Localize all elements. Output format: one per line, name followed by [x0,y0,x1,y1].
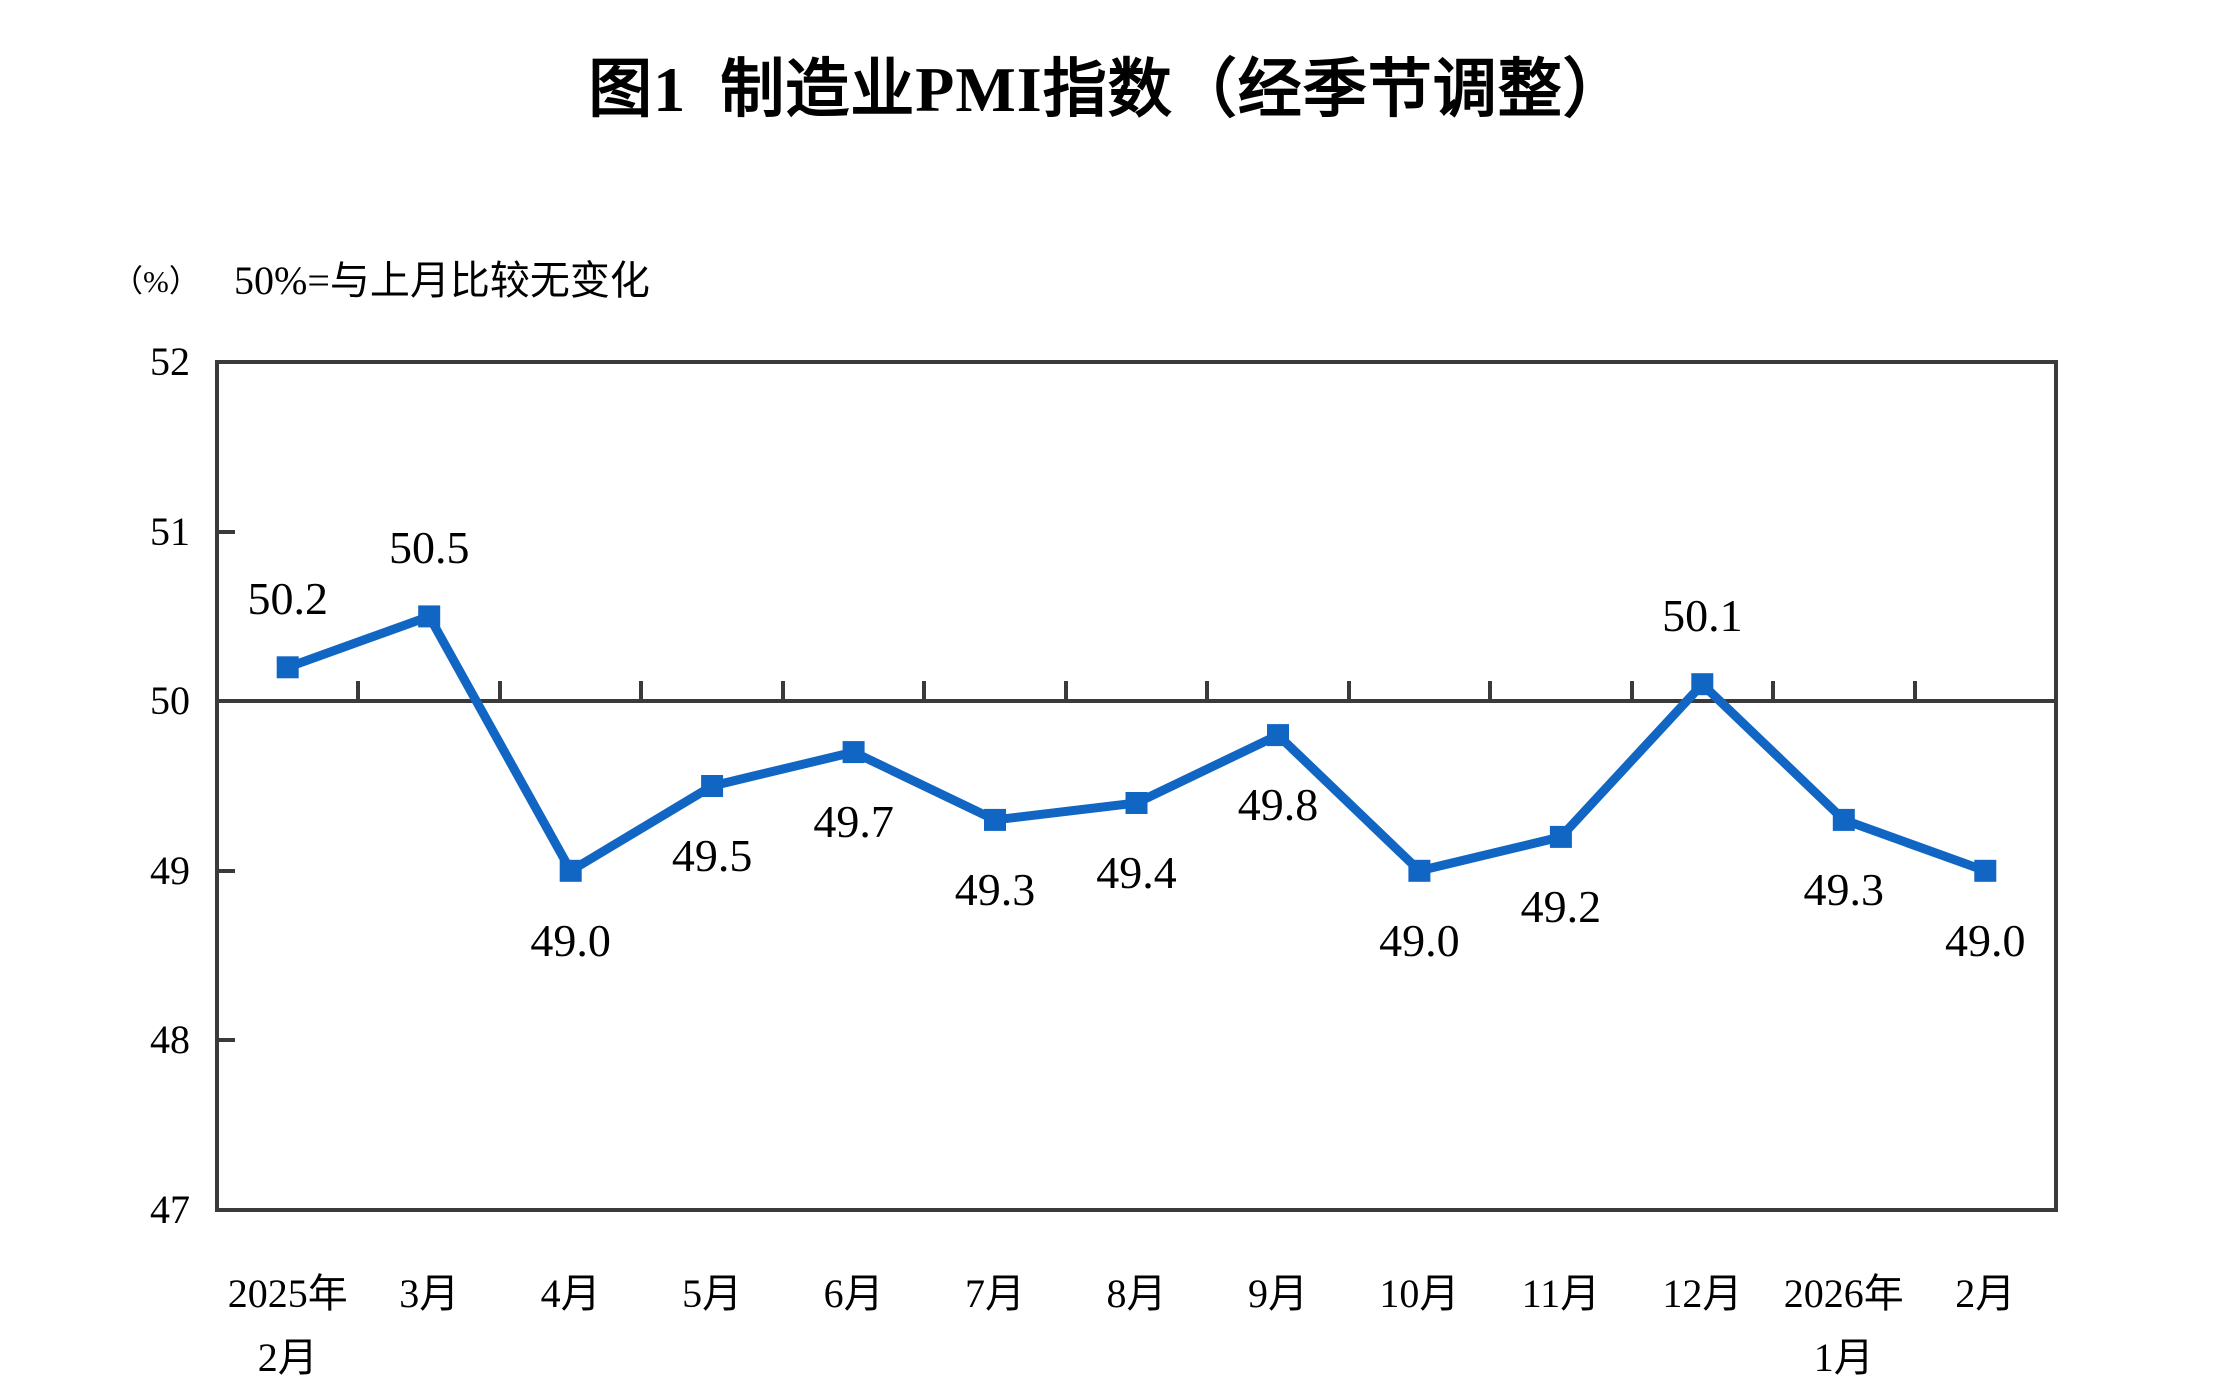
x-axis-tick [1771,681,1776,702]
x-axis-tick [1488,681,1493,702]
x-axis-tick [922,681,927,702]
reference-note: 50%=与上月比较无变化 [234,258,650,303]
plot-area [215,360,2058,1212]
x-axis-label: 5月 [682,1271,743,1316]
x-axis-tick [1629,681,1634,702]
data-point-marker [1549,825,1572,848]
x-axis-label: 11月 [1521,1271,1601,1316]
x-axis-tick [356,681,361,702]
x-axis-tick [639,681,644,702]
reference-line-50 [217,699,2056,704]
y-axis-label: 50 [150,678,190,724]
x-axis-label: 9月 [1247,1271,1308,1316]
data-point-label: 49.2 [1520,880,1602,932]
data-point-marker [559,859,582,882]
data-point-label: 49.8 [1237,779,1319,831]
x-axis-tick [1346,681,1351,702]
x-axis-label: 4月 [540,1271,601,1316]
y-axis-label: 52 [150,339,190,384]
pmi-series-line [286,610,1987,878]
x-axis-label: 7月 [965,1271,1026,1316]
x-axis-label: 6月 [823,1271,884,1316]
x-axis-label: 10月 [1379,1271,1460,1316]
x-axis-label: 2026年 1月 [1783,1271,1904,1380]
data-point-marker [1125,792,1148,814]
data-point-label: 49.3 [954,863,1036,915]
y-axis-label: 47 [150,1187,190,1232]
data-point-label: 50.5 [388,522,470,574]
x-axis-label: 2月 [1955,1271,2016,1316]
data-point-marker [701,775,724,797]
x-axis-tick [1205,681,1210,702]
data-point-marker [842,741,865,764]
data-point-marker [1974,859,1997,882]
chart-title: 图1 制造业PMI指数（经季节调整） [588,54,1628,125]
data-point-label: 50.1 [1662,590,1743,642]
data-point-marker [1267,724,1289,747]
x-axis-label: 3月 [399,1271,460,1316]
x-axis-label: 2025年 2月 [227,1271,348,1380]
x-axis-tick [780,681,785,702]
data-point-label: 49.3 [1803,863,1885,915]
y-axis-label: 48 [150,1017,190,1063]
data-point-marker [1832,808,1855,831]
x-axis-tick [1063,681,1068,702]
data-point-label: 50.2 [247,573,328,625]
data-point-label: 49.5 [671,830,753,881]
y-axis-tick [217,529,235,534]
unit-label: （%） [112,264,200,299]
data-point-marker [418,605,441,628]
data-point-marker [1408,859,1431,882]
data-point-marker [1691,673,1714,696]
y-axis-label: 49 [150,847,190,893]
data-point-label: 49.0 [1379,914,1460,966]
data-point-label: 49.4 [1096,846,1177,898]
y-axis-tick [217,868,235,873]
data-point-label: 49.7 [813,796,894,848]
data-point-marker [276,656,299,679]
x-axis-tick [1912,681,1917,702]
data-point-label: 49.0 [1945,914,2026,966]
data-point-marker [984,808,1006,831]
data-point-label: 49.0 [530,914,611,966]
y-axis-label: 51 [150,508,190,554]
x-axis-label: 8月 [1106,1271,1167,1316]
y-axis-tick [217,1038,235,1043]
x-axis-tick [497,681,502,702]
x-axis-label: 12月 [1662,1271,1743,1316]
